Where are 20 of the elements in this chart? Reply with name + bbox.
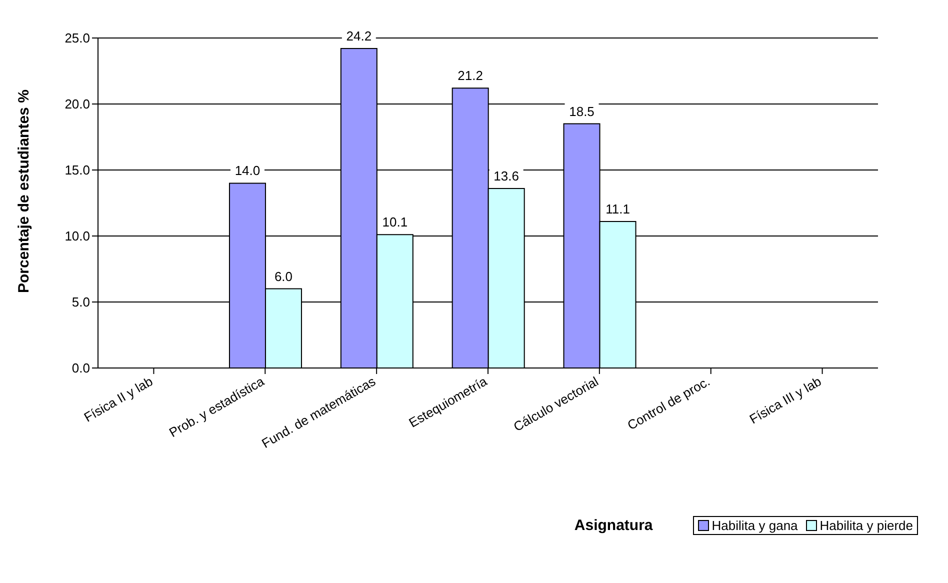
y-axis-title: Porcentaje de estudiantes % [15,90,32,293]
y-tick-label: 25.0 [64,30,90,46]
data-label: 18.5 [569,104,594,119]
x-tick-label: Física II y lab [81,374,156,425]
data-label: 24.2 [346,28,372,44]
y-tick-label: 20.0 [64,96,90,112]
data-label: 6.0 [274,268,293,284]
data-label: 11.1 [606,201,630,216]
data-label: 14.0 [234,163,260,178]
data-label: 13.6 [494,168,519,184]
legend-label: Habilita y pierde [818,518,913,533]
y-tick-label: 15.0 [64,162,90,178]
y-tick-label: 10.0 [64,228,90,244]
x-axis-title: Asignatura [574,517,653,534]
y-tick-label: 5.0 [72,294,90,310]
data-label: 21.2 [458,68,483,84]
y-tick-label: 0.0 [72,360,90,376]
data-label: 10.1 [382,214,408,230]
legend-label: Habilita y gana [710,518,798,533]
x-tick-label: Física III y lab [746,374,824,427]
